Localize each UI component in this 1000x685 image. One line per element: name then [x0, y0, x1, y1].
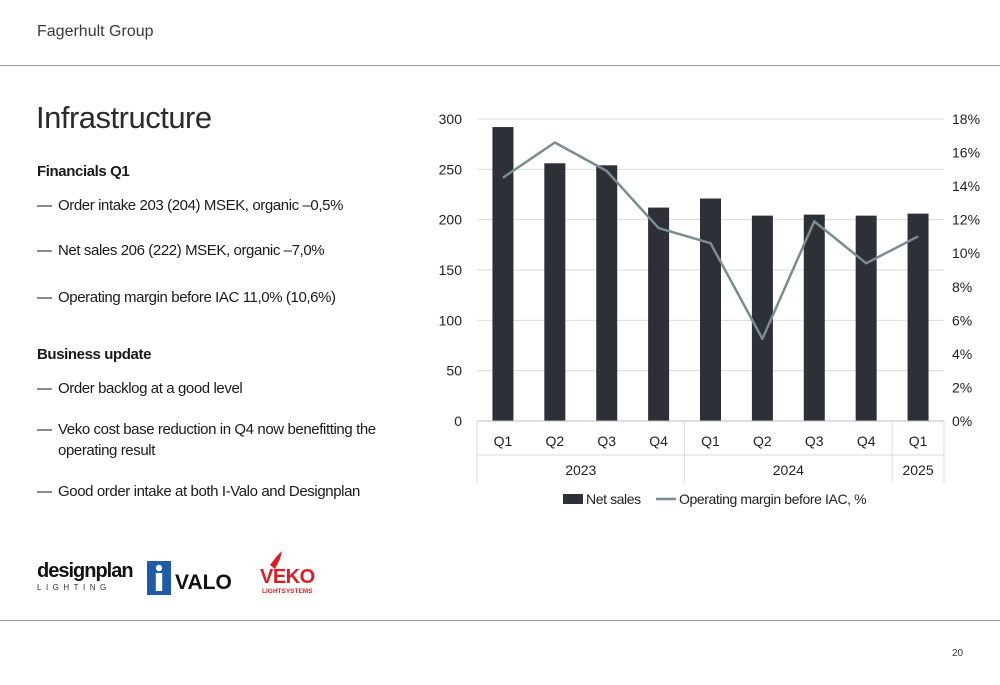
y-tick-label: 300: [439, 111, 463, 127]
x-tick-label: Q2: [545, 433, 564, 449]
footer-divider: [0, 620, 1000, 621]
x-tick-label: Q4: [857, 433, 876, 449]
valo-logo-dot: [155, 564, 163, 572]
y-tick-label: 150: [439, 262, 463, 278]
y2-tick-label: 18%: [952, 111, 980, 127]
y-tick-label: 250: [439, 161, 463, 177]
financials-item-net-sales: — Net sales 206 (222) MSEK, organic –7,0…: [37, 240, 382, 261]
bar-net-sales: [648, 207, 670, 421]
veko-logo-sub: LIGHTSYSTEMS: [262, 588, 313, 595]
valo-logo-stem: [155, 573, 163, 591]
y-tick-label: 50: [446, 363, 462, 379]
y-tick-label: 0: [454, 413, 462, 429]
bar-net-sales: [803, 214, 825, 421]
financials-item-order-intake: — Order intake 203 (204) MSEK, organic –…: [37, 195, 382, 216]
x-tick-label: Q4: [649, 433, 668, 449]
veko-logo-text: VEKO: [260, 566, 315, 588]
designplan-logo: designplan LIGHTING: [37, 560, 134, 600]
line-operating-margin: [502, 141, 919, 341]
x-tick-label: Q1: [701, 433, 720, 449]
designplan-logo-sub: LIGHTING: [37, 583, 111, 592]
y-tick-label: 100: [439, 312, 463, 328]
bullet-dash: —: [37, 380, 52, 397]
y2-tick-label: 4%: [952, 346, 972, 362]
financials-item-operating-margin: — Operating margin before IAC 11,0% (10,…: [37, 287, 382, 308]
valo-logo-text: VALO: [175, 571, 231, 594]
bullet-dash: —: [37, 289, 52, 306]
y2-tick-label: 6%: [952, 312, 972, 328]
y-tick-label: 200: [439, 212, 463, 228]
y2-tick-label: 0%: [952, 413, 972, 429]
business-item-backlog: — Order backlog at a good level: [37, 378, 382, 399]
bullet-text: Order backlog at a good level: [58, 380, 243, 397]
bar-net-sales: [907, 213, 929, 421]
veko-logo-flame: [270, 551, 282, 569]
legend-label-net-sales: Net sales: [586, 491, 641, 507]
bullet-dash: —: [37, 197, 52, 214]
veko-logo: VEKO LIGHTSYSTEMS: [260, 551, 315, 595]
bar-net-sales: [855, 215, 877, 421]
legend-label-operating-margin: Operating margin before IAC, %: [679, 491, 866, 507]
page-number: 20: [952, 648, 964, 659]
bullet-text: Order intake 203 (204) MSEK, organic –0,…: [58, 197, 344, 214]
bullet-dash: —: [37, 242, 52, 259]
designplan-logo-word: designplan: [37, 560, 134, 582]
y2-tick-label: 10%: [952, 245, 980, 261]
x-group-label: 2024: [773, 462, 804, 478]
bullet-text: Net sales 206 (222) MSEK, organic –7,0%: [58, 242, 325, 259]
business-heading: Business update: [37, 346, 152, 363]
x-tick-label: Q3: [805, 433, 824, 449]
y2-tick-label: 16%: [952, 145, 980, 161]
bar-net-sales: [751, 215, 773, 421]
legend-swatch-net-sales: [563, 494, 583, 504]
x-group-label: 2025: [902, 462, 933, 478]
x-group-label: 2023: [565, 462, 596, 478]
net-sales-margin-chart: 0 50 100 150 200 250 300 0% 2% 4% 6% 8% 10% 12% 14% 16%…: [439, 111, 980, 507]
y2-tick-label: 8%: [952, 279, 972, 295]
x-tick-label: Q2: [753, 433, 772, 449]
x-tick-label: Q1: [494, 433, 513, 449]
bar-net-sales: [596, 165, 618, 421]
y2-tick-label: 2%: [952, 379, 972, 395]
y2-tick-label: 12%: [952, 212, 980, 228]
bullet-text: Veko cost base reduction in Q4 now benef…: [58, 421, 376, 459]
bullet-text: Operating margin before IAC 11,0% (10,6%…: [58, 289, 336, 306]
bullet-dash: —: [37, 483, 52, 500]
bar-net-sales: [492, 127, 514, 421]
x-tick-label: Q1: [909, 433, 928, 449]
financials-heading: Financials Q1: [37, 163, 130, 180]
valo-logo: VALO: [147, 561, 231, 595]
x-tick-label: Q3: [597, 433, 616, 449]
business-item-order-intake: — Good order intake at both I-Valo and D…: [37, 481, 382, 502]
bullet-dash: —: [37, 421, 52, 438]
y2-tick-label: 14%: [952, 178, 980, 194]
business-item-veko: — Veko cost base reduction in Q4 now ben…: [37, 419, 382, 461]
header-divider: [0, 65, 1000, 66]
page-title: Infrastructure: [36, 100, 212, 135]
bullet-text: Good order intake at both I-Valo and Des…: [58, 483, 360, 500]
bar-net-sales: [700, 198, 721, 421]
bar-net-sales: [544, 163, 566, 421]
company-name: Fagerhult Group: [37, 23, 154, 40]
